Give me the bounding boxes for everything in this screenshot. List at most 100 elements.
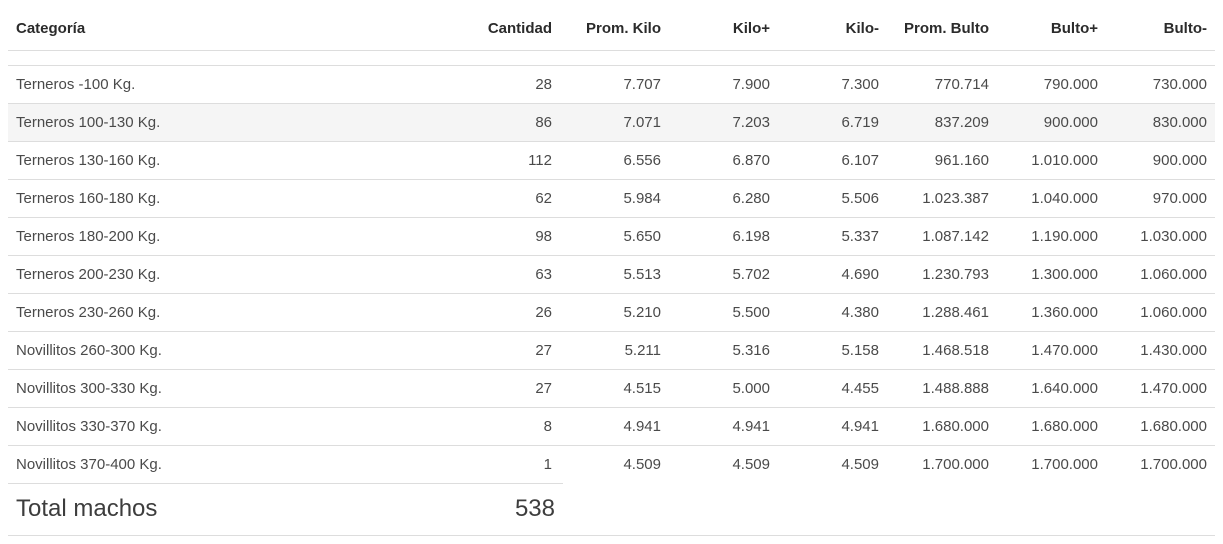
value-cell: 900.000 — [1106, 141, 1215, 180]
value-cell: 1 — [543, 456, 552, 473]
value-cell: 830.000 — [1106, 103, 1215, 142]
market-table: Categoría Cantidad Prom. Kilo Kilo+ Kilo… — [8, 8, 1215, 483]
category-cell: Terneros 200-230 Kg. — [8, 255, 451, 294]
value-cell: 28 — [451, 65, 560, 104]
value-cell: 1.700.000 — [922, 456, 989, 473]
value-cell: 5.337 — [778, 217, 887, 256]
value-cell: 7.203 — [669, 103, 778, 142]
table-row[interactable]: Novillitos 260-300 Kg. 27 5.211 5.316 5.158 1… — [8, 331, 1215, 370]
value-cell: 4.515 — [560, 369, 669, 408]
value-cell: 1.230.793 — [887, 255, 997, 294]
value-cell: 1.288.461 — [887, 293, 997, 332]
category-cell: Terneros 130-160 Kg. — [8, 141, 451, 180]
value-cell: 27 — [451, 331, 560, 370]
value-cell: 4.380 — [778, 293, 887, 332]
value-cell: 730.000 — [1106, 65, 1215, 104]
value-cell: 837.209 — [887, 103, 997, 142]
column-header-categoria: Categoría — [8, 8, 451, 51]
table-header: Categoría Cantidad Prom. Kilo Kilo+ Kilo… — [8, 8, 1215, 66]
value-cell: 63 — [451, 255, 560, 294]
value-cell: 1.700.000 — [1140, 456, 1207, 473]
table-row[interactable]: Terneros 160-180 Kg. 62 5.984 6.280 5.506 1.0… — [8, 179, 1215, 218]
value-cell: 1.030.000 — [1106, 217, 1215, 256]
table-body: Terneros -100 Kg. 28 7.707 7.900 7.300 770.71… — [8, 65, 1215, 484]
value-cell: 5.158 — [778, 331, 887, 370]
value-cell: 4.941 — [778, 407, 887, 446]
table-row[interactable]: Terneros 200-230 Kg. 63 5.513 5.702 4.690 1.2… — [8, 255, 1215, 294]
value-cell: 5.211 — [560, 331, 669, 370]
column-header-bulto-minus: Bulto- — [1106, 8, 1215, 51]
value-cell: 5.984 — [560, 179, 669, 218]
value-cell: 27 — [451, 369, 560, 408]
value-cell: 4.455 — [778, 369, 887, 408]
value-cell: 4.690 — [778, 255, 887, 294]
value-cell: 1.023.387 — [887, 179, 997, 218]
value-cell: 5.316 — [669, 331, 778, 370]
value-cell: 6.280 — [669, 179, 778, 218]
value-cell: 1.488.888 — [887, 369, 997, 408]
value-cell: 62 — [451, 179, 560, 218]
header-row: Categoría Cantidad Prom. Kilo Kilo+ Kilo… — [8, 8, 1215, 51]
column-header-prom-kilo: Prom. Kilo — [560, 8, 669, 51]
value-cell: 961.160 — [887, 141, 997, 180]
value-cell: 5.506 — [778, 179, 887, 218]
value-cell: 5.650 — [560, 217, 669, 256]
value-cell: 6.198 — [669, 217, 778, 256]
column-header-prom-bulto: Prom. Bulto — [887, 8, 997, 51]
value-cell: 112 — [451, 141, 560, 180]
value-cell: 970.000 — [1106, 179, 1215, 218]
category-cell: Terneros 160-180 Kg. — [8, 179, 451, 218]
value-cell: 98 — [451, 217, 560, 256]
value-cell: 1.468.518 — [887, 331, 997, 370]
value-cell: 6.556 — [560, 141, 669, 180]
table-row[interactable]: Novillitos 300-330 Kg. 27 4.515 5.000 4.455 1… — [8, 369, 1215, 408]
table-row[interactable]: Terneros 130-160 Kg. 112 6.556 6.870 6.107 96… — [8, 141, 1215, 180]
value-cell: 6.719 — [778, 103, 887, 142]
total-label: Total machos — [16, 495, 158, 522]
category-cell: Terneros -100 Kg. — [8, 65, 451, 104]
value-cell: 1.430.000 — [1106, 331, 1215, 370]
value-cell: 1.010.000 — [997, 141, 1106, 180]
category-cell: Novillitos 370-400 Kg. — [16, 456, 162, 473]
value-cell: 4.941 — [560, 407, 669, 446]
table-row[interactable]: Terneros 100-130 Kg. 86 7.071 7.203 6.719 837… — [8, 103, 1215, 142]
value-cell: 1.190.000 — [997, 217, 1106, 256]
table-row[interactable]: Terneros -100 Kg. 28 7.707 7.900 7.300 770.71… — [8, 65, 1215, 104]
value-cell: 1.360.000 — [997, 293, 1106, 332]
table-row[interactable]: Terneros 180-200 Kg. 98 5.650 6.198 5.337 1.0… — [8, 217, 1215, 256]
spacer-row — [8, 50, 1215, 66]
category-cell: Terneros 180-200 Kg. — [8, 217, 451, 256]
table-row[interactable]: Novillitos 330-370 Kg. 8 4.941 4.941 4.941 1.… — [8, 407, 1215, 446]
value-cell: 1.680.000 — [997, 407, 1106, 446]
column-header-kilo-minus: Kilo- — [778, 8, 887, 51]
category-cell: Novillitos 300-330 Kg. — [8, 369, 451, 408]
value-cell: 1.470.000 — [1106, 369, 1215, 408]
value-cell: 5.210 — [560, 293, 669, 332]
table-row[interactable]: Terneros 230-260 Kg. 26 5.210 5.500 4.380 1.2… — [8, 293, 1215, 332]
category-cell: Novillitos 330-370 Kg. — [8, 407, 451, 446]
value-cell: 5.702 — [669, 255, 778, 294]
value-cell: 790.000 — [997, 65, 1106, 104]
value-cell: 6.107 — [778, 141, 887, 180]
value-cell: 6.870 — [669, 141, 778, 180]
value-cell: 26 — [451, 293, 560, 332]
value-cell: 7.300 — [778, 65, 887, 104]
category-cell: Terneros 100-130 Kg. — [8, 103, 451, 142]
value-cell: 5.513 — [560, 255, 669, 294]
total-value: 538 — [514, 495, 555, 522]
column-header-kilo-plus: Kilo+ — [669, 8, 778, 51]
value-cell: 4.509 — [841, 456, 879, 473]
column-header-cantidad: Cantidad — [451, 8, 560, 51]
value-cell: 5.000 — [669, 369, 778, 408]
column-header-bulto-plus: Bulto+ — [997, 8, 1106, 51]
value-cell: 86 — [451, 103, 560, 142]
value-cell: 4.509 — [732, 456, 770, 473]
total-row: Total machos 538 — [8, 483, 563, 535]
value-cell: 1.680.000 — [887, 407, 997, 446]
value-cell: 900.000 — [997, 103, 1106, 142]
table-row[interactable]: Novillitos 370-400 Kg. 1 4.509 4.509 4.509 1.… — [8, 446, 1215, 484]
value-cell: 770.714 — [887, 65, 997, 104]
value-cell: 4.509 — [623, 456, 661, 473]
category-cell: Terneros 230-260 Kg. — [8, 293, 451, 332]
value-cell: 1.470.000 — [997, 331, 1106, 370]
